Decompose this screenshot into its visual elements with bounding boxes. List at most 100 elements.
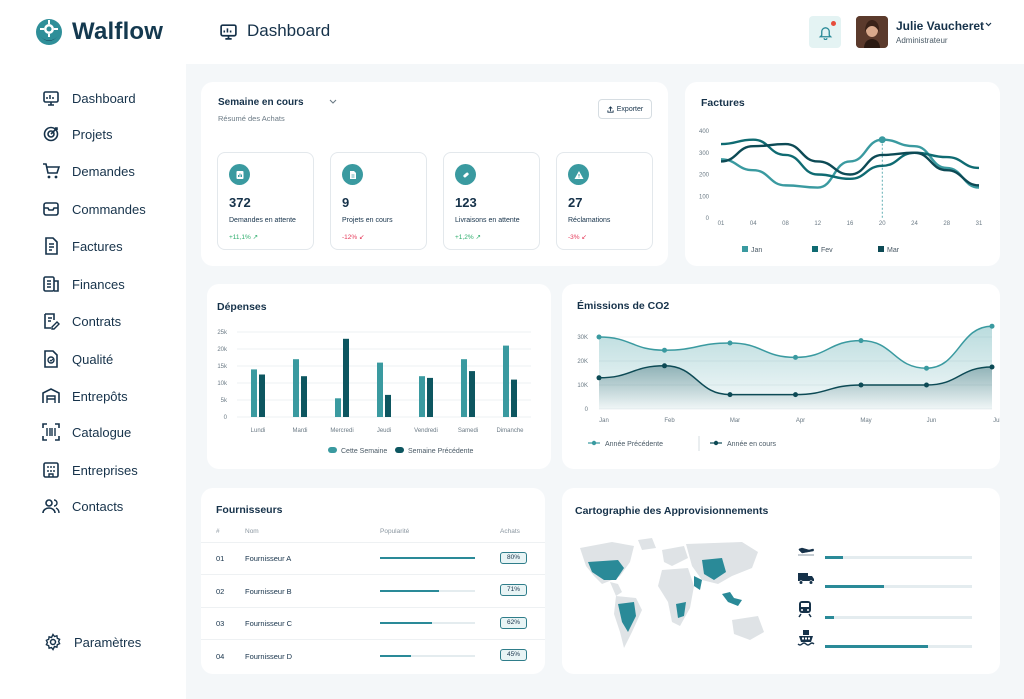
truck-glyph <box>798 573 814 585</box>
sidebar-item-entreprises[interactable]: Entreprises <box>42 458 138 482</box>
world-map[interactable] <box>572 536 772 666</box>
export-label: Exporter <box>616 105 644 113</box>
sidebar-item-contrats[interactable]: Contrats <box>42 309 121 333</box>
data-point <box>858 382 864 388</box>
y-tick-label: 10K <box>577 383 588 389</box>
summary-card: Semaine en cours Résumé des Achats Expor… <box>201 82 668 266</box>
invoice-icon <box>45 237 58 255</box>
data-point <box>989 323 995 329</box>
series-area <box>599 365 992 409</box>
sidebar-item-label: Contrats <box>72 313 122 329</box>
x-tick-label: Samedi <box>458 428 478 434</box>
export-button[interactable]: Exporter <box>598 99 652 119</box>
stat-card[interactable]: 123 Livraisons en attente +1,2% ↗ <box>443 152 540 250</box>
sidebar-item-projets[interactable]: Projets <box>42 122 112 146</box>
legend-label: Semaine Précédente <box>408 448 473 455</box>
sidebar-item-demandes[interactable]: Demandes <box>42 159 135 183</box>
plane-glyph <box>798 547 814 556</box>
x-tick-label: 12 <box>814 221 821 227</box>
sidebar-item-dashboard[interactable]: Dashboard <box>42 86 136 110</box>
x-tick-label: Feb <box>664 418 675 424</box>
finance-icon <box>43 276 59 292</box>
popularity-fill <box>380 622 433 624</box>
divider <box>201 542 545 543</box>
dashboard-icon <box>220 23 237 40</box>
stat-card[interactable]: 27 Réclamations -3% ↙ <box>556 152 653 250</box>
legend-label: Année Précédente <box>605 441 663 448</box>
bar <box>377 362 383 417</box>
divider <box>201 639 545 640</box>
x-tick-label: 24 <box>911 221 918 227</box>
notifications-button[interactable] <box>809 16 841 48</box>
chart-title: Dépenses <box>217 301 267 313</box>
transport-fill <box>825 616 834 619</box>
user-name[interactable]: Julie Vaucheret <box>896 19 985 33</box>
data-point <box>662 363 667 369</box>
legend-label: Mar <box>887 247 900 254</box>
x-tick-label: 08 <box>782 221 789 227</box>
sidebar-item-label: Commandes <box>72 201 146 217</box>
sidebar-item-label: Contacts <box>72 498 124 514</box>
y-tick-label: 5k <box>221 398 228 404</box>
x-tick-label: Dimanche <box>496 428 524 434</box>
stat-card[interactable]: 372 Demandes en attente +11,1% ↗ <box>217 152 314 250</box>
sidebar-item-finances[interactable]: Finances <box>42 272 125 296</box>
page-title: Dashboard <box>219 21 330 41</box>
sidebar-item-commandes[interactable]: Commandes <box>42 197 146 221</box>
transport-bar <box>825 585 972 588</box>
column-header: # <box>216 528 220 535</box>
sidebar-item-parametres[interactable]: Paramètres <box>44 630 141 654</box>
data-point <box>924 382 929 388</box>
bar <box>511 379 517 417</box>
x-tick-label: Jul <box>993 418 1000 424</box>
sidebar-item-entrepots[interactable]: Entrepôts <box>42 384 128 408</box>
summary-subtitle: Résumé des Achats <box>218 114 285 123</box>
stat-delta-value: +11,1% <box>229 234 251 241</box>
x-tick-label: 01 <box>718 221 725 227</box>
avatar[interactable] <box>856 16 888 48</box>
column-header: Nom <box>245 528 259 535</box>
stat-value: 9 <box>342 195 350 210</box>
data-point <box>662 347 667 353</box>
stat-label: Livraisons en attente <box>455 217 520 224</box>
popularity-bar <box>380 557 475 559</box>
series-line <box>720 138 980 181</box>
factures-chart: 0 100 200 300 400 01 04 08 12 16 20 24 28 31 Jan Fev Mar <box>699 129 983 254</box>
stat-card[interactable]: 9 Projets en cours -12% ↙ <box>330 152 427 250</box>
chevron-down-icon[interactable] <box>329 99 337 105</box>
supplier-name: Fournisseur C <box>245 619 293 628</box>
bar <box>427 377 433 417</box>
supplier-name: Fournisseur B <box>245 587 292 596</box>
sidebar-item-contacts[interactable]: Contacts <box>42 494 123 518</box>
transport-fill <box>825 585 884 588</box>
sidebar-item-qualite[interactable]: Qualité <box>42 347 113 371</box>
transport-bar <box>825 616 972 619</box>
data-point <box>989 364 995 370</box>
gear-icon <box>45 633 61 651</box>
notification-dot <box>831 21 836 26</box>
y-tick-label: 20k <box>217 347 228 353</box>
plane-icon <box>797 543 817 559</box>
bar <box>335 398 341 417</box>
stat-label: Demandes en attente <box>229 217 296 224</box>
legend-swatch <box>591 440 597 446</box>
popularity-fill <box>380 590 439 592</box>
logo[interactable]: Walflow <box>34 17 163 47</box>
stat-icon <box>342 164 363 185</box>
stat-label: Projets en cours <box>342 217 393 224</box>
sidebar-item-catalogue[interactable]: Catalogue <box>42 420 131 444</box>
chevron-down-icon[interactable] <box>985 22 992 27</box>
trend-up-icon: ↗ <box>475 234 481 241</box>
supplier-name: Fournisseur D <box>245 652 293 661</box>
sidebar-item-factures[interactable]: Factures <box>42 234 123 258</box>
legend-label: Année en cours <box>727 441 777 448</box>
sidebar-item-label: Qualité <box>72 351 114 367</box>
stat-icon <box>455 164 476 185</box>
x-tick-label: 16 <box>847 221 854 227</box>
y-tick-label: 0 <box>706 216 710 222</box>
divider <box>201 574 545 575</box>
legend-label: Fev <box>821 247 833 254</box>
app-name: Walflow <box>72 18 164 45</box>
data-point <box>858 338 864 344</box>
period-select[interactable]: Semaine en cours <box>218 97 304 108</box>
